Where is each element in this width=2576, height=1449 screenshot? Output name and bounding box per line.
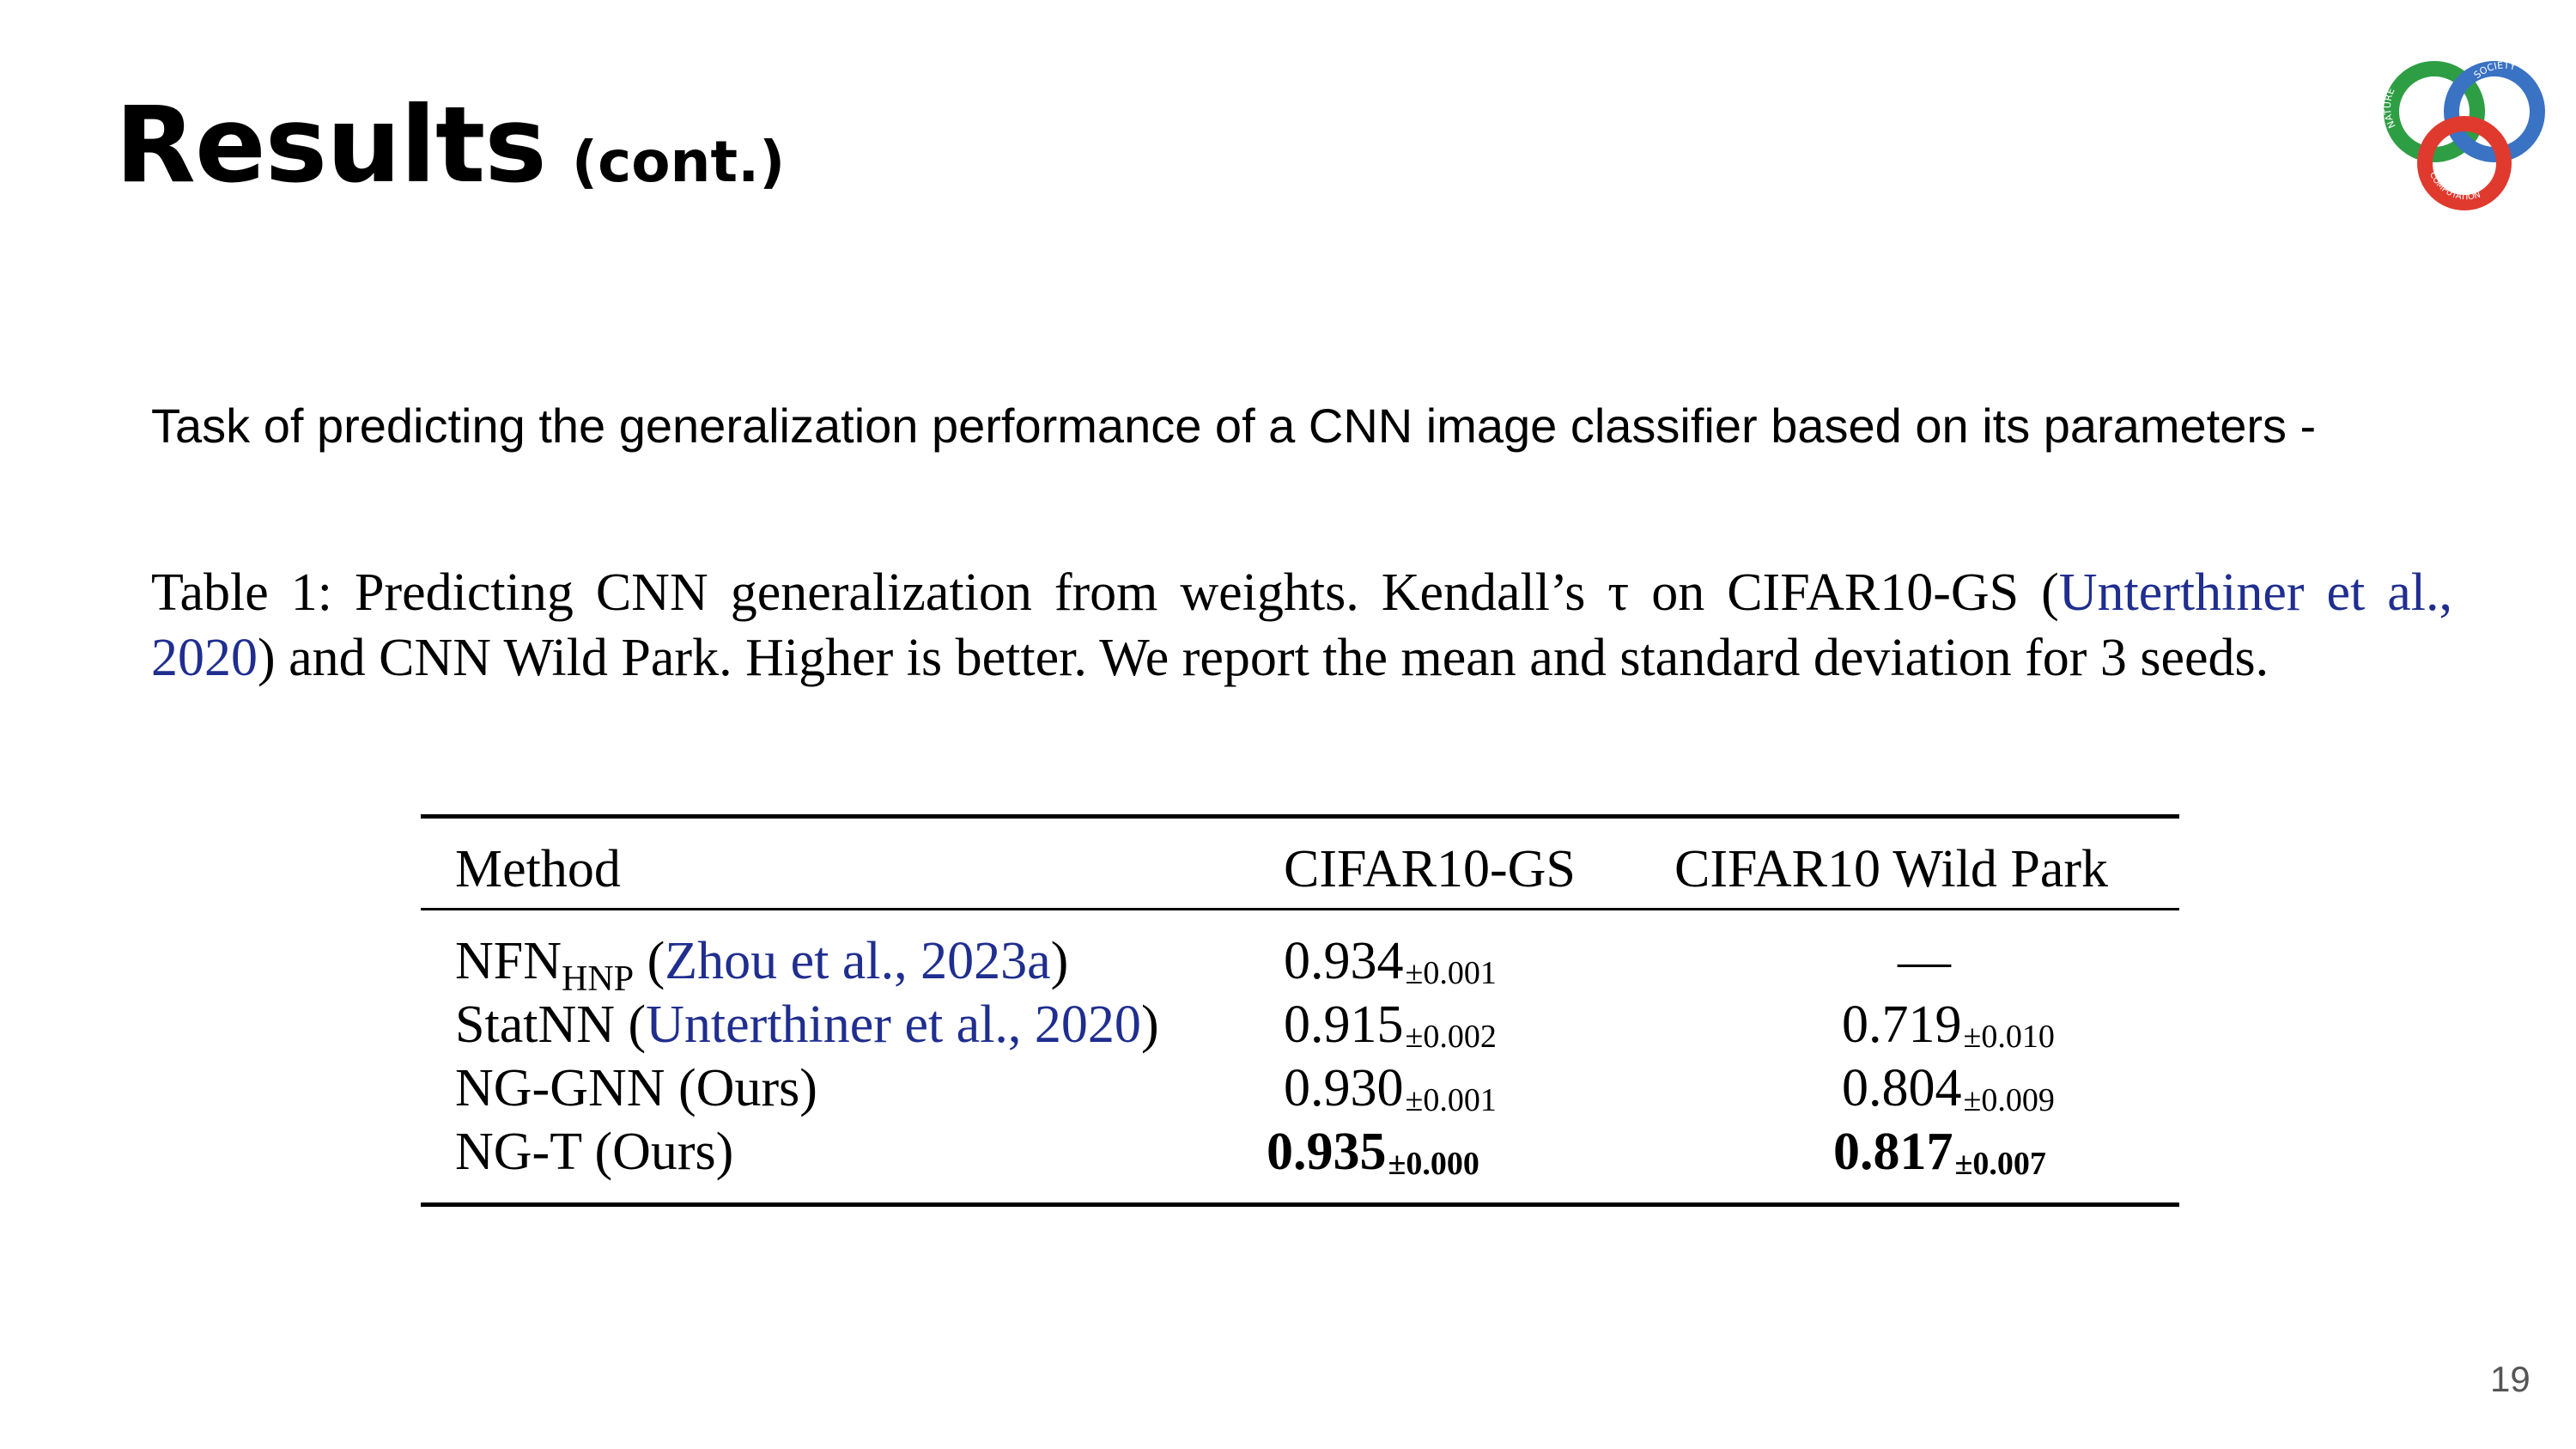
caption-citation-link[interactable]: Unterthiner et al., 2020 [151, 563, 2452, 687]
method-cell: StatNN (Unterthiner et al., 2020) [455, 993, 1159, 1056]
method-cell: NFNHNP (Zhou et al., 2023a) [455, 929, 1068, 1011]
cite-open: ( [615, 995, 647, 1054]
table-row: NG-T (Ours) 0.935±0.000 0.817±0.007 [421, 1120, 2179, 1184]
slide-title: Results (cont.) [115, 93, 785, 198]
table-body: NFNHNP (Zhou et al., 2023a) 0.934±0.001 … [421, 910, 2179, 1202]
cifar10-gs-cell: 0.930±0.001 [1284, 1056, 1497, 1132]
gs-value-best: 0.935 [1267, 1123, 1387, 1181]
cite-open: ( [634, 932, 665, 990]
logo-label-nature: NATURE [2382, 87, 2398, 131]
wp-value: 0.804 [1842, 1059, 1962, 1117]
method-name: NFN [455, 932, 562, 990]
table-top-rule [421, 814, 2179, 819]
method-citation-link[interactable]: Zhou et al., 2023a [665, 932, 1051, 990]
table-row: NG-GNN (Ours) 0.930±0.001 0.804±0.009 [421, 1056, 2179, 1120]
method-cell: NG-GNN (Ours) [455, 1059, 817, 1117]
cite-close: ) [1050, 932, 1069, 990]
header-cifar10-gs: CIFAR10-GS [1284, 840, 1576, 898]
gs-value: 0.915 [1284, 995, 1404, 1054]
gs-std-best: ±0.000 [1388, 1146, 1479, 1182]
caption-text-1: Table 1: Predicting CNN generalization f… [151, 563, 2059, 622]
method-citation-link[interactable]: Unterthiner et al., 2020 [646, 995, 1141, 1054]
slide-title-main: Results [115, 84, 547, 206]
cite-close: ) [1140, 995, 1159, 1054]
gs-std: ±0.001 [1405, 955, 1497, 991]
table-mid-rule [421, 908, 2179, 910]
wp-value: 0.719 [1842, 995, 1962, 1054]
method-cell: NG-T (Ours) [455, 1123, 734, 1181]
page-number: 19 [2490, 1359, 2530, 1399]
nature-society-computation-logo: NATURE SOCIETY COMPUTATION [2382, 60, 2545, 210]
results-table: Method CIFAR10-GS CIFAR10 Wild Park NFNH… [421, 814, 2179, 1207]
wild-park-cell: 0.719±0.010 [1842, 993, 2055, 1068]
cifar10-gs-cell: 0.935±0.000 [1267, 1120, 1479, 1196]
gs-value: 0.934 [1284, 932, 1404, 990]
table-caption: Table 1: Predicting CNN generalization f… [151, 560, 2452, 691]
cifar10-gs-cell: 0.934±0.001 [1284, 929, 1497, 1005]
wp-std: ±0.009 [1963, 1082, 2055, 1118]
wild-park-cell: 0.804±0.009 [1842, 1056, 2055, 1132]
table-row: NFNHNP (Zhou et al., 2023a) 0.934±0.001 … [421, 929, 2179, 999]
header-cifar10-wild-park: CIFAR10 Wild Park [1674, 840, 2109, 898]
wild-park-cell: 0.817±0.007 [1833, 1120, 2046, 1196]
wp-std-best: ±0.007 [1954, 1146, 2046, 1182]
caption-text-2: ) and CNN Wild Park. Higher is better. W… [258, 629, 2269, 687]
table-bottom-rule [421, 1202, 2179, 1207]
method-subscript: HNP [562, 959, 635, 999]
gs-std: ±0.001 [1405, 1082, 1497, 1118]
cifar10-gs-cell: 0.915±0.002 [1284, 993, 1497, 1068]
gs-std: ±0.002 [1405, 1019, 1497, 1055]
wp-value-best: 0.817 [1833, 1123, 1953, 1181]
wp-std: ±0.010 [1963, 1019, 2055, 1055]
task-description: Task of predicting the generalization pe… [151, 399, 2317, 453]
slide-title-sub: (cont.) [571, 129, 786, 195]
gs-value: 0.930 [1284, 1059, 1404, 1117]
svg-text:NATURE: NATURE [2382, 87, 2398, 131]
table-row: StatNN (Unterthiner et al., 2020) 0.915±… [421, 993, 2179, 1056]
table-header-row: Method CIFAR10-GS CIFAR10 Wild Park [421, 819, 2179, 908]
method-name: StatNN [455, 995, 615, 1054]
wild-park-cell: — [1898, 932, 1951, 990]
header-method: Method [455, 840, 621, 898]
